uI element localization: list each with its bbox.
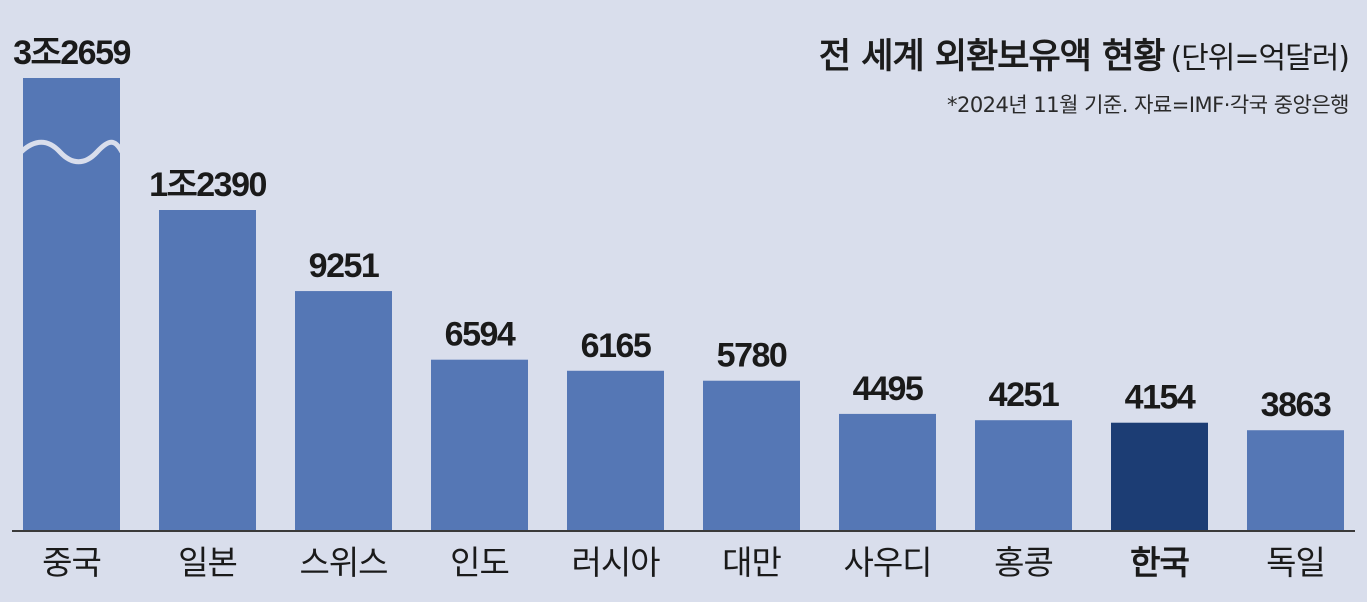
bar-7 [839,413,936,530]
chart-title-line: 전 세계 외환보유액 현황 (단위=억달러) [818,28,1350,79]
bar-4 [431,359,528,530]
bar-1 [23,78,120,530]
category-label-5: 러시아 [571,543,660,582]
value-label-5: 6165 [581,327,651,365]
category-label-6: 대만 [722,543,781,582]
category-label-7: 사우디 [843,543,931,582]
bar-9 [1111,422,1208,530]
value-label-7: 4495 [853,370,923,408]
bar-10 [1247,430,1344,530]
chart-title: 전 세계 외환보유액 현황 [818,37,1166,77]
bar-3 [295,291,392,530]
category-label-1: 중국 [42,543,101,582]
category-label-2: 일본 [178,543,237,582]
value-label-3: 9251 [309,247,379,285]
value-labels-group: 3조2659 1조2390 9251 6594 6165 5780 4495 4251 4154… [13,34,1332,424]
value-label-9: 4154 [1125,379,1196,417]
chart-header: 전 세계 외환보유액 현황 (단위=억달러) *2024년 11월 기준. 자료=… [818,28,1350,119]
bar-5 [567,370,664,530]
chart-unit: (단위=억달러) [1170,41,1350,76]
category-label-3: 스위스 [299,543,387,582]
axis-break-mark [19,139,125,165]
value-label-4: 6594 [445,316,516,354]
value-label-8: 4251 [989,376,1059,414]
chart-source-note: *2024년 11월 기준. 자료=IMF·각국 중앙은행 [946,93,1350,117]
value-label-2: 1조2390 [149,166,266,204]
category-labels-group: 중국 일본 스위스 인도 러시아 대만 사우디 홍콩 한국 독일 [42,543,1326,582]
value-label-1: 3조2659 [13,34,130,72]
bar-2 [159,210,256,530]
bars-group [19,78,1344,530]
category-label-4: 인도 [450,543,509,582]
bar-6 [703,380,800,530]
category-label-8: 홍콩 [994,543,1053,582]
value-label-10: 3863 [1261,386,1331,424]
category-label-10: 독일 [1266,543,1325,582]
category-label-9: 한국 [1130,543,1189,582]
bar-8 [975,420,1072,530]
value-label-6: 5780 [717,337,787,375]
